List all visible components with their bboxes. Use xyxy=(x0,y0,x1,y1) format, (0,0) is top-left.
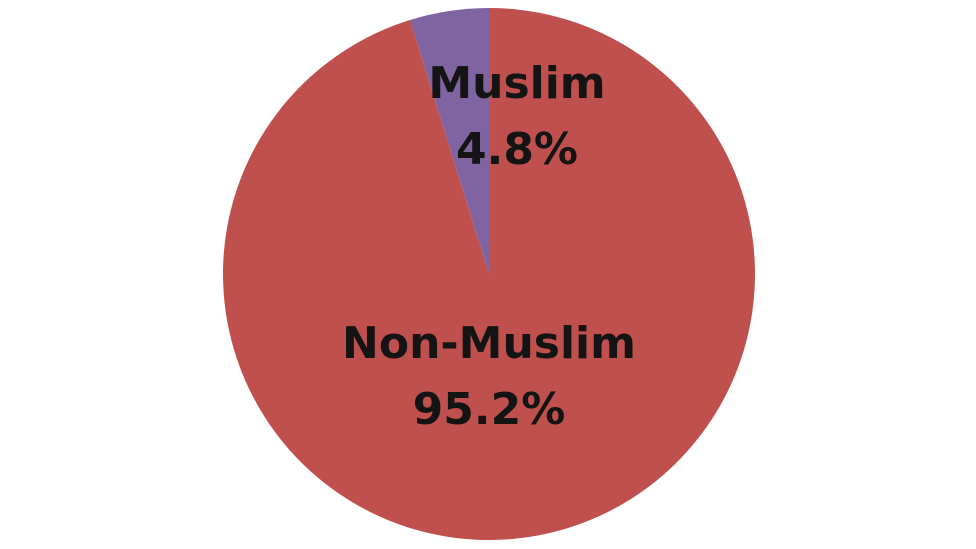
pie-labels: Muslim 4.8% Non-Muslim 95.2% xyxy=(342,58,636,435)
pie-slices xyxy=(222,8,755,540)
slice-label-muslim: Muslim xyxy=(428,58,605,109)
slice-label-non-muslim: Non-Muslim xyxy=(342,318,636,369)
pie-slice-muslim xyxy=(409,8,489,274)
pie-slice-non-muslim xyxy=(222,8,755,540)
slice-value-muslim: 4.8% xyxy=(456,124,578,175)
slice-value-non-muslim: 95.2% xyxy=(413,384,566,435)
